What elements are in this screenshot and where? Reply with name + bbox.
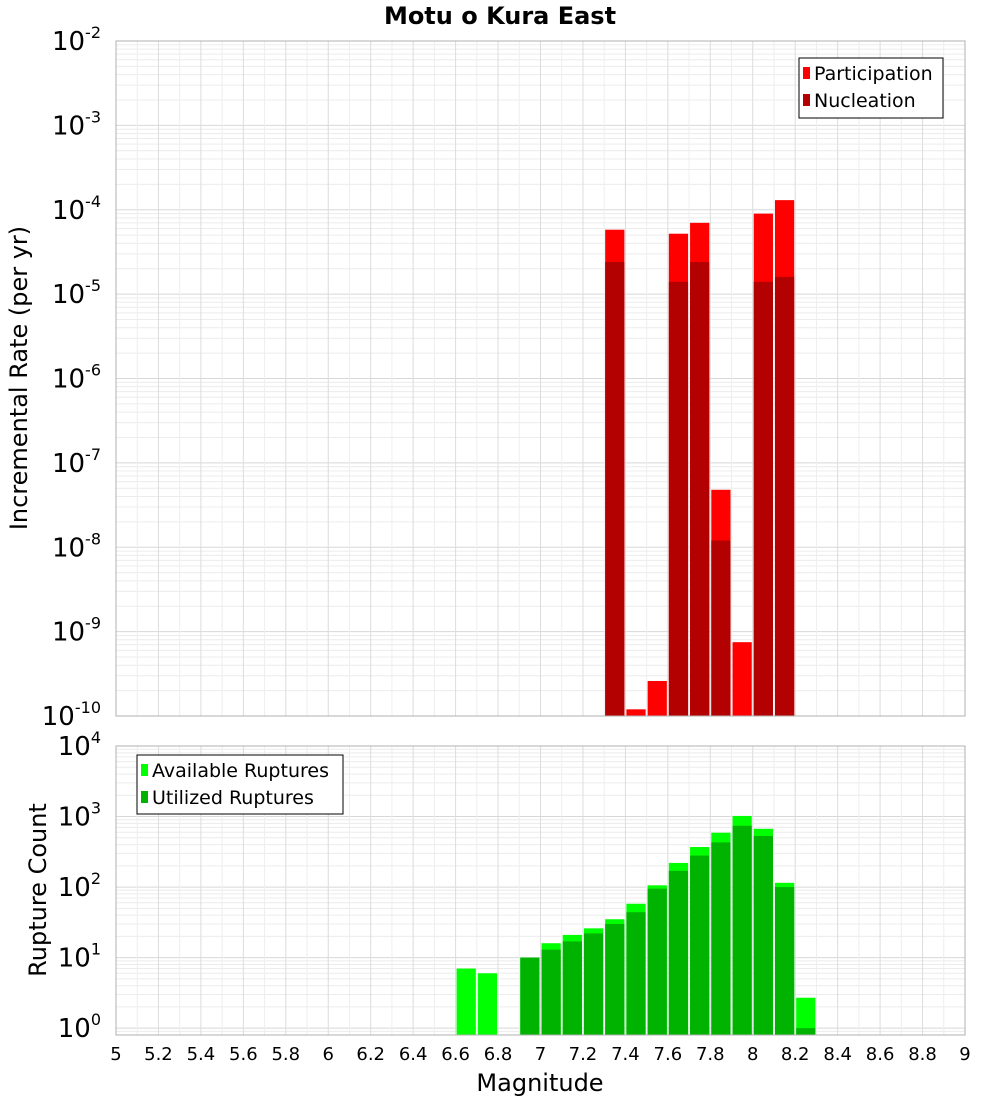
x-tick-label: 5 <box>110 1044 121 1065</box>
count-bar-series2 <box>647 888 667 1035</box>
count-bar-series2 <box>520 957 540 1035</box>
rate-bars <box>605 200 795 717</box>
rate-y-tick-label: 10-7 <box>52 445 101 479</box>
x-tick-label: 8.6 <box>866 1044 895 1065</box>
rate-bar-series2 <box>774 276 795 716</box>
rate-bar-series2 <box>711 540 731 716</box>
count-bar-series2 <box>753 835 773 1035</box>
count-bar-series2 <box>711 842 731 1035</box>
x-tick-label: 5.6 <box>229 1044 258 1065</box>
x-tick-label: 7 <box>535 1044 546 1065</box>
count-y-tick-label: 104 <box>58 728 101 762</box>
count-bar-series2 <box>562 941 582 1035</box>
rate-y-tick-labels: 10-2 10-3 10-4 10-5 10-6 10-7 10-8 10-9 10-10 <box>42 23 101 732</box>
count-plot-frame <box>115 745 966 1036</box>
count-bar-series2 <box>626 912 646 1035</box>
count-y-axis-label: Rupture Count <box>24 803 52 977</box>
x-tick-label: 6.2 <box>356 1044 385 1065</box>
count-bar-series2 <box>774 887 795 1035</box>
x-tick-label: 5.8 <box>271 1044 300 1065</box>
x-tick-label: 6.8 <box>484 1044 513 1065</box>
x-tick-label: 6.6 <box>441 1044 470 1065</box>
rate-y-tick-label: 10-3 <box>52 107 101 141</box>
count-bar-series2 <box>583 933 604 1035</box>
count-y-tick-label: 100 <box>58 1010 101 1044</box>
rate-y-tick-label: 10-6 <box>52 361 101 395</box>
rate-legend-swatch <box>803 67 810 79</box>
x-tick-label: 7.8 <box>696 1044 725 1065</box>
rate-bar-series2 <box>690 262 710 716</box>
x-tick-label: 6.4 <box>399 1044 428 1065</box>
count-bars <box>456 815 816 1035</box>
x-tick-label: 9 <box>959 1044 970 1065</box>
rate-legend-label: Nucleation <box>814 90 916 112</box>
x-tick-label: 7.6 <box>654 1044 683 1065</box>
x-tick-label: 8.2 <box>781 1044 810 1065</box>
rate-bar-series2 <box>668 281 689 716</box>
count-bar-series2 <box>668 870 689 1035</box>
count-bar-series2 <box>541 949 561 1035</box>
x-tick-label: 8 <box>747 1044 758 1065</box>
count-legend-label: Utilized Ruptures <box>152 787 314 809</box>
rate-y-tick-label: 10-2 <box>52 23 101 57</box>
count-y-tick-labels: 104 103 102 101 100 <box>58 728 101 1044</box>
count-legend-swatch <box>141 764 148 776</box>
count-bar-series2 <box>796 1028 816 1035</box>
rate-y-axis-label: Incremental Rate (per yr) <box>5 226 33 530</box>
x-axis-label: Magnitude <box>476 1069 603 1097</box>
count-bar-series1 <box>796 997 816 1035</box>
rate-bar-series1 <box>647 680 667 716</box>
rate-bar-series1 <box>732 642 752 716</box>
rate-y-tick-label: 10-5 <box>52 276 101 310</box>
count-y-tick-label: 103 <box>58 799 101 833</box>
count-bar-series2 <box>605 923 625 1035</box>
x-tick-label: 6 <box>323 1044 334 1065</box>
chart-title: Motu o Kura East <box>384 2 616 30</box>
rate-legend-box <box>798 57 944 119</box>
count-y-tick-label: 101 <box>58 940 101 974</box>
x-tick-label: 7.4 <box>611 1044 640 1065</box>
rate-y-tick-label: 10-9 <box>52 614 101 648</box>
count-bar-series1 <box>477 973 498 1035</box>
rate-bar-series2 <box>753 281 773 716</box>
rate-y-tick-label: 10-8 <box>52 529 101 563</box>
count-legend-label: Available Ruptures <box>152 760 329 782</box>
count-bar-series2 <box>690 855 710 1035</box>
rate-legend: Participation Nucleation <box>798 57 944 119</box>
rate-legend-swatch <box>803 94 810 106</box>
rate-grid <box>115 40 966 717</box>
rate-bar-series1 <box>626 709 646 716</box>
rate-legend-label: Participation <box>814 63 933 85</box>
x-tick-label: 5.4 <box>187 1044 216 1065</box>
x-tick-label: 5.2 <box>144 1044 173 1065</box>
count-y-tick-label: 102 <box>58 869 101 903</box>
count-bar-series1 <box>456 968 476 1035</box>
x-tick-label: 8.8 <box>908 1044 937 1065</box>
rate-plot-frame <box>115 40 966 717</box>
rate-bar-series2 <box>605 262 625 716</box>
count-legend-swatch <box>141 791 148 803</box>
count-bar-series2 <box>732 825 752 1035</box>
x-tick-labels: 5 5.2 5.4 5.6 5.8 6 6.2 6.4 6.6 6.8 7 7.2 7.4 7.6 7.8 8… <box>110 1044 970 1065</box>
rate-panel: 10-2 10-3 10-4 10-5 10-6 10-7 10-8 10-9 10-10 In… <box>5 23 966 732</box>
x-tick-label: 7.2 <box>569 1044 598 1065</box>
x-tick-label: 8.4 <box>823 1044 852 1065</box>
rate-y-tick-label: 10-10 <box>42 698 101 732</box>
count-legend-box <box>136 754 344 815</box>
rate-y-tick-label: 10-4 <box>52 192 101 226</box>
count-panel: 104 103 102 101 100 5 5.2 5.4 5.6 5.8 6 6.2 6.4 6.6 6… <box>24 728 971 1097</box>
count-legend: Available Ruptures Utilized Ruptures <box>136 754 344 815</box>
